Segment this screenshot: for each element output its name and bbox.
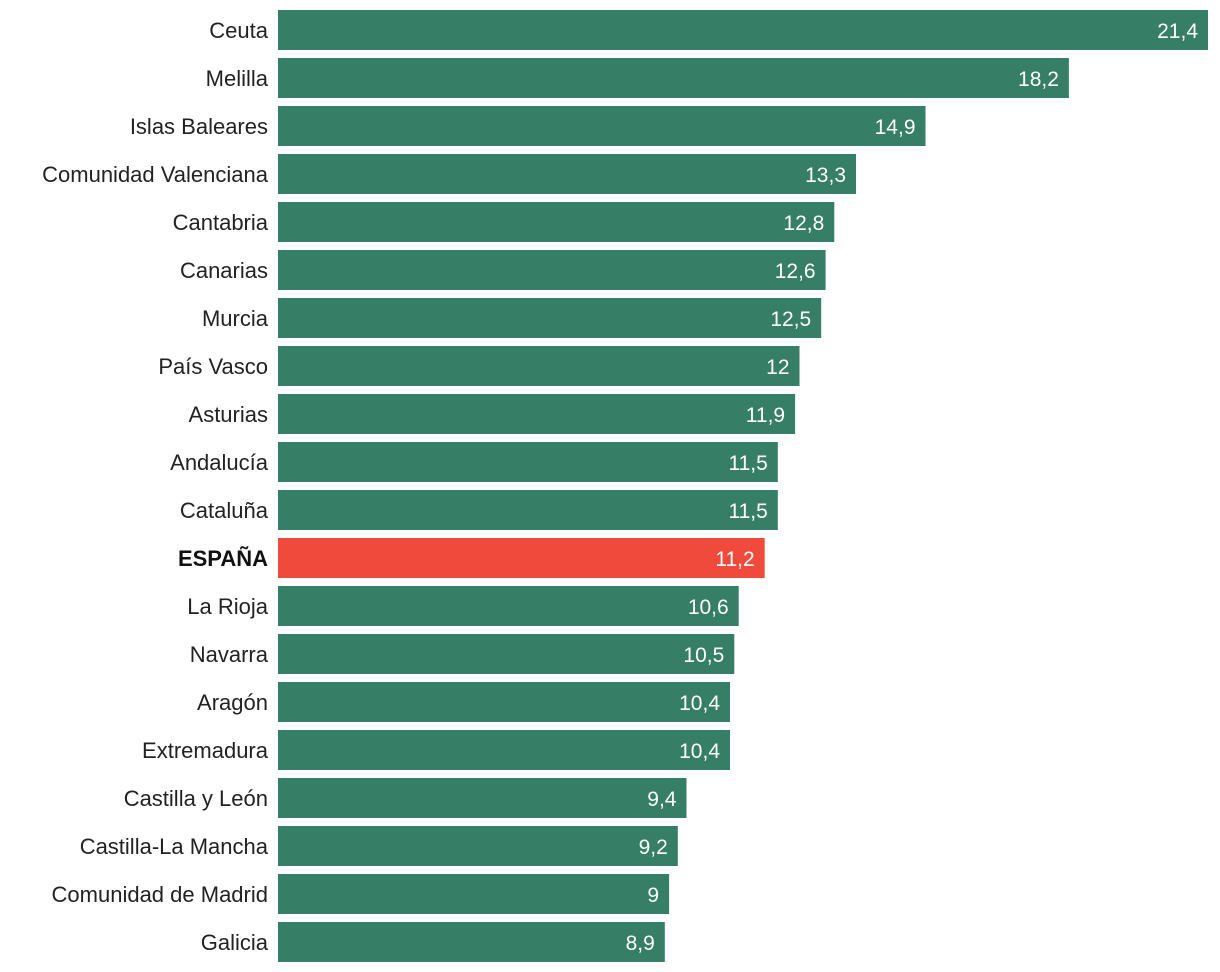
category-label-extremadura: Extremadura bbox=[142, 738, 269, 763]
bar-galicia bbox=[278, 922, 665, 962]
value-label-ceuta: 21,4 bbox=[1157, 20, 1198, 43]
value-label-navarra: 10,5 bbox=[683, 644, 724, 667]
value-label-cataluna: 11,5 bbox=[728, 500, 767, 523]
bar-andalucia bbox=[278, 442, 778, 482]
category-label-comunidad-valenciana: Comunidad Valenciana bbox=[42, 162, 269, 187]
category-label-cataluna: Cataluña bbox=[180, 498, 269, 523]
category-label-canarias: Canarias bbox=[180, 258, 268, 283]
bar-cataluna bbox=[278, 490, 778, 530]
value-label-asturias: 11,9 bbox=[746, 404, 785, 427]
category-label-espana: ESPAÑA bbox=[178, 546, 268, 571]
category-label-islas-baleares: Islas Baleares bbox=[130, 114, 268, 139]
bar-melilla bbox=[278, 58, 1069, 98]
category-label-cantabria: Cantabria bbox=[173, 210, 269, 235]
bar-castilla-la-mancha bbox=[278, 826, 678, 866]
value-label-castilla-la-mancha: 9,2 bbox=[639, 836, 668, 859]
category-label-melilla: Melilla bbox=[206, 66, 269, 91]
category-label-castilla-la-mancha: Castilla-La Mancha bbox=[80, 834, 269, 859]
value-label-melilla: 18,2 bbox=[1018, 68, 1059, 91]
value-label-murcia: 12,5 bbox=[770, 308, 811, 331]
bar-ceuta bbox=[278, 10, 1208, 50]
bar-comunidad-de-madrid bbox=[278, 874, 670, 914]
category-label-andalucia: Andalucía bbox=[170, 450, 269, 475]
bar-murcia bbox=[278, 298, 822, 338]
bar-islas-baleares bbox=[278, 106, 926, 146]
value-labels-layer: 21,4 18,2 14,9 13,3 12,8 12,6 12,5 12 11,9 11,5 11… bbox=[626, 20, 1199, 955]
bar-navarra bbox=[278, 634, 735, 674]
bar-pais-vasco bbox=[278, 346, 800, 386]
value-label-islas-baleares: 14,9 bbox=[875, 116, 916, 139]
value-label-galicia: 8,9 bbox=[626, 932, 655, 955]
value-label-extremadura: 10,4 bbox=[679, 740, 720, 763]
category-label-comunidad-de-madrid: Comunidad de Madrid bbox=[52, 882, 268, 907]
value-label-andalucia: 11,5 bbox=[728, 452, 767, 475]
category-labels-layer: Ceuta Melilla Islas Baleares Comunidad Vale… bbox=[42, 18, 269, 955]
category-label-galicia: Galicia bbox=[201, 930, 269, 955]
bar-la-rioja bbox=[278, 586, 739, 626]
category-label-castilla-y-leon: Castilla y León bbox=[124, 786, 268, 811]
value-label-castilla-y-leon: 9,4 bbox=[647, 788, 677, 811]
bar-canarias bbox=[278, 250, 826, 290]
category-label-asturias: Asturias bbox=[189, 402, 268, 427]
category-label-pais-vasco: País Vasco bbox=[158, 354, 268, 379]
value-label-aragon: 10,4 bbox=[679, 692, 720, 715]
bar-espana bbox=[278, 538, 765, 578]
value-label-espana: 11,2 bbox=[715, 548, 754, 571]
value-label-canarias: 12,6 bbox=[775, 260, 816, 283]
bar-aragon bbox=[278, 682, 730, 722]
value-label-la-rioja: 10,6 bbox=[688, 596, 729, 619]
bar-cantabria bbox=[278, 202, 835, 242]
bars-layer bbox=[278, 10, 1208, 962]
category-label-murcia: Murcia bbox=[202, 306, 269, 331]
value-label-comunidad-valenciana: 13,3 bbox=[805, 164, 846, 187]
category-label-navarra: Navarra bbox=[190, 642, 269, 667]
category-label-ceuta: Ceuta bbox=[209, 18, 268, 43]
bar-asturias bbox=[278, 394, 796, 434]
value-label-pais-vasco: 12 bbox=[766, 356, 789, 379]
bar-comunidad-valenciana bbox=[278, 154, 856, 194]
bar-extremadura bbox=[278, 730, 730, 770]
value-label-cantabria: 12,8 bbox=[783, 212, 824, 235]
bar-castilla-y-leon bbox=[278, 778, 687, 818]
category-label-aragon: Aragón bbox=[197, 690, 268, 715]
value-label-comunidad-de-madrid: 9 bbox=[647, 884, 659, 907]
category-label-la-rioja: La Rioja bbox=[187, 594, 268, 619]
